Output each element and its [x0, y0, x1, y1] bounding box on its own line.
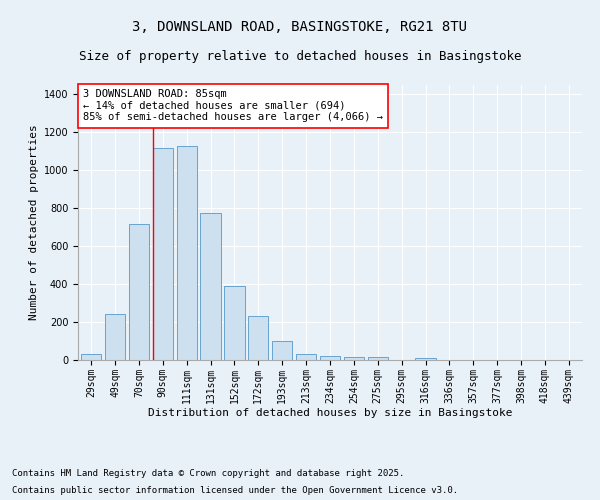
Bar — [224, 286, 245, 360]
Bar — [81, 354, 101, 360]
X-axis label: Distribution of detached houses by size in Basingstoke: Distribution of detached houses by size … — [148, 408, 512, 418]
Bar — [368, 357, 388, 360]
Text: Contains public sector information licensed under the Open Government Licence v3: Contains public sector information licen… — [12, 486, 458, 495]
Text: Size of property relative to detached houses in Basingstoke: Size of property relative to detached ho… — [79, 50, 521, 63]
Bar — [320, 356, 340, 360]
Bar — [415, 358, 436, 360]
Text: 3 DOWNSLAND ROAD: 85sqm
← 14% of detached houses are smaller (694)
85% of semi-d: 3 DOWNSLAND ROAD: 85sqm ← 14% of detache… — [83, 89, 383, 122]
Text: Contains HM Land Registry data © Crown copyright and database right 2025.: Contains HM Land Registry data © Crown c… — [12, 468, 404, 477]
Bar — [105, 314, 125, 360]
Bar — [152, 148, 173, 360]
Bar — [296, 354, 316, 360]
Bar — [344, 356, 364, 360]
Bar — [176, 146, 197, 360]
Bar — [272, 341, 292, 360]
Y-axis label: Number of detached properties: Number of detached properties — [29, 124, 40, 320]
Bar — [200, 213, 221, 360]
Bar — [248, 316, 268, 360]
Text: 3, DOWNSLAND ROAD, BASINGSTOKE, RG21 8TU: 3, DOWNSLAND ROAD, BASINGSTOKE, RG21 8TU — [133, 20, 467, 34]
Bar — [129, 224, 149, 360]
